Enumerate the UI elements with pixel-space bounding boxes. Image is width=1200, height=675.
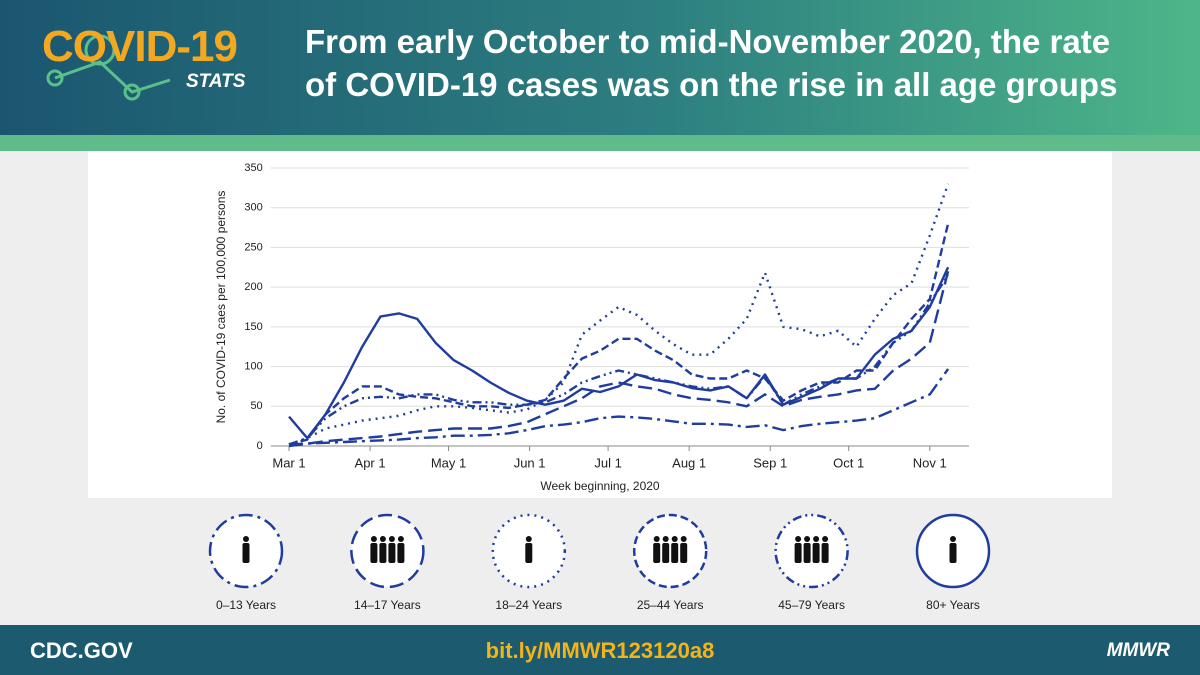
icon-head — [804, 536, 811, 542]
x-axis-title: Week beginning, 2020 — [540, 479, 660, 493]
footer: CDC.GOV bit.ly/MMWR123120a8 MMWR — [0, 625, 1200, 675]
logo: COVID-19 — [42, 22, 238, 71]
icon-head — [379, 536, 386, 542]
title: From early October to mid-November 2020,… — [305, 20, 1185, 106]
y-tick-label: 50 — [250, 400, 262, 412]
icon-body — [242, 543, 250, 563]
header: COVID-19 STATS From early October to mid… — [0, 0, 1200, 135]
y-tick-label: 250 — [244, 241, 262, 253]
x-tick-label: Oct 1 — [833, 455, 864, 470]
legend-label: 14–17 Years — [354, 598, 421, 612]
legend-swatch — [350, 513, 425, 589]
title-line: of COVID-19 cases was on the rise in all… — [305, 66, 1118, 103]
icon-head — [813, 536, 820, 542]
legend-label: 25–44 Years — [637, 598, 704, 612]
icon-body — [671, 543, 679, 563]
x-tick-label: Jun 1 — [514, 455, 546, 470]
icon-body — [370, 543, 378, 563]
legend-item: 0–13 Years — [208, 513, 284, 612]
legend-item: 80+ Years — [915, 513, 991, 612]
icon-head — [662, 536, 669, 542]
series-line — [288, 271, 950, 448]
y-tick-label: 300 — [244, 202, 262, 214]
icon-head — [822, 536, 829, 542]
legend-item: 14–17 Years — [350, 513, 425, 612]
y-tick-label: 200 — [244, 281, 262, 293]
icon-body — [812, 543, 820, 563]
legend-label: 0–13 Years — [216, 598, 276, 612]
icon-head — [397, 536, 404, 542]
x-tick-label: Aug 1 — [672, 455, 706, 470]
footer-link: bit.ly/MMWR123120a8 — [485, 638, 715, 663]
y-tick-label: 350 — [244, 162, 262, 174]
icon-body — [794, 543, 802, 563]
icon-body — [803, 543, 811, 563]
legend-swatch — [774, 513, 849, 589]
icon-body — [379, 543, 387, 563]
legend-swatch — [632, 513, 708, 589]
icon-body — [680, 543, 688, 563]
icon-body — [388, 543, 396, 563]
icon-head — [671, 536, 678, 542]
legend-label: 18–24 Years — [495, 598, 562, 612]
x-tick-label: May 1 — [431, 455, 466, 470]
icon-body — [662, 543, 670, 563]
icon-head — [525, 536, 532, 542]
x-tick-label: Apr 1 — [355, 455, 386, 470]
logo-graphic — [46, 34, 171, 101]
series-line — [288, 223, 950, 446]
x-tick-label: Sep 1 — [753, 455, 787, 470]
header-strip — [0, 135, 1200, 151]
icon-head — [950, 536, 956, 542]
series-line — [288, 368, 950, 446]
icon-body — [525, 543, 533, 563]
legend-label: 80+ Years — [926, 598, 980, 612]
icon-head — [680, 536, 687, 542]
icon-head — [370, 536, 377, 542]
x-tick-label: Nov 1 — [913, 455, 947, 470]
icon-head — [653, 536, 660, 542]
legend-item: 25–44 Years — [632, 513, 708, 612]
x-tick-label: Mar 1 — [272, 455, 305, 470]
icon-head — [388, 536, 395, 542]
title-line: From early October to mid-November 2020,… — [305, 23, 1111, 60]
footer-brand: MMWR — [1106, 640, 1170, 661]
series-line — [288, 274, 950, 446]
y-axis-title: No. of COVID-19 caes per 100,000 persons — [214, 191, 228, 424]
y-tick-label: 150 — [244, 321, 262, 333]
legend-label: 45–79 Years — [778, 598, 845, 612]
icon-head — [795, 536, 802, 542]
series-line — [288, 183, 950, 446]
series-line — [288, 266, 950, 440]
legend-item: 18–24 Years — [491, 513, 567, 612]
icon-body — [397, 543, 405, 563]
icon-body — [949, 543, 957, 563]
logo-sub: STATS — [186, 71, 246, 92]
footer-site: CDC.GOV — [30, 638, 133, 663]
icon-body — [821, 543, 829, 563]
x-tick-label: Jul 1 — [594, 455, 621, 470]
chart-panel — [88, 151, 1112, 498]
icon-head — [243, 536, 249, 542]
y-tick-label: 100 — [244, 360, 262, 372]
legend-item: 45–79 Years — [774, 513, 849, 612]
icon-body — [653, 543, 661, 563]
y-tick-label: 0 — [257, 440, 263, 452]
